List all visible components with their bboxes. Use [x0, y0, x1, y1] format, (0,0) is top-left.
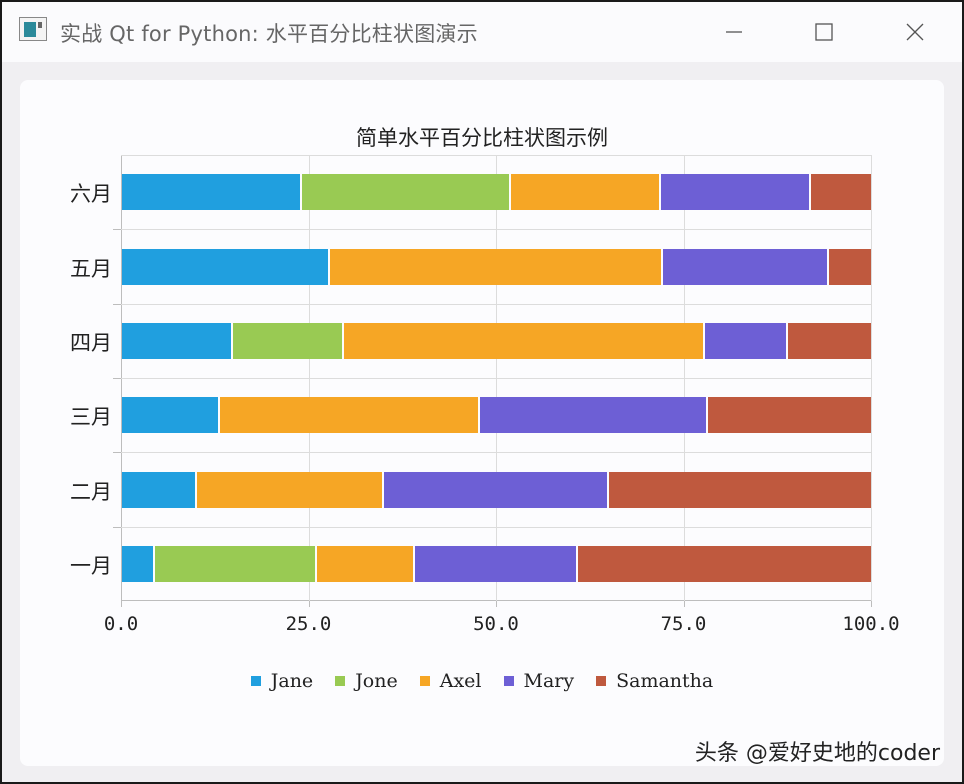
- x-gridline: [871, 155, 872, 601]
- legend-swatch-icon: [419, 676, 430, 686]
- y-tick: [113, 304, 121, 305]
- y-tick: [113, 378, 121, 379]
- bar-segment-mary[interactable]: [415, 545, 578, 582]
- x-tick-label: 75.0: [660, 613, 707, 635]
- bar-segment-samantha[interactable]: [577, 545, 871, 582]
- bar-segment-jane[interactable]: [122, 174, 302, 211]
- y-tick-label: 四月: [70, 330, 112, 355]
- bar-segment-jane[interactable]: [122, 248, 331, 285]
- bar-segment-samantha[interactable]: [608, 471, 871, 508]
- bar-segment-samantha[interactable]: [708, 397, 871, 434]
- bar-segment-jone[interactable]: [301, 174, 512, 211]
- legend-item-jone[interactable]: Jone: [335, 670, 398, 692]
- legend-label: Mary: [523, 670, 575, 692]
- legend-item-mary[interactable]: Mary: [503, 670, 575, 692]
- bar-row-一月: [122, 545, 871, 582]
- maximize-button[interactable]: [804, 12, 844, 52]
- bar-row-五月: [122, 248, 871, 285]
- y-tick: [113, 527, 121, 528]
- bar-segment-axel[interactable]: [317, 545, 416, 582]
- app-icon: [19, 17, 47, 41]
- y-tick-label: 一月: [70, 553, 112, 578]
- chart-title: 简单水平百分比柱状图示例: [356, 126, 608, 150]
- bar-segment-jane[interactable]: [122, 471, 197, 508]
- x-tick: [683, 601, 685, 607]
- y-gridline: [121, 229, 871, 230]
- x-tick: [496, 601, 497, 607]
- bar-segment-jane[interactable]: [122, 322, 233, 359]
- y-tick-label: 五月: [70, 256, 112, 281]
- bar-segment-mary[interactable]: [480, 397, 709, 434]
- bar-segment-samantha[interactable]: [811, 174, 871, 211]
- x-tick: [308, 601, 310, 607]
- plot-area: [113, 155, 872, 607]
- y-gridline: [121, 452, 871, 453]
- legend-item-samantha[interactable]: Samantha: [596, 670, 713, 692]
- y-gridline: [121, 527, 871, 528]
- legend-label: Jone: [355, 670, 398, 692]
- chart-view: 简单水平百分比柱状图示例 一月 二月 三月 四月 五月 六月 0.0 25.0 50.0 75.…: [20, 80, 944, 766]
- bar-row-二月: [122, 471, 871, 508]
- bar-segment-samantha[interactable]: [787, 322, 871, 359]
- bar-segment-axel[interactable]: [511, 174, 662, 211]
- bar-row-三月: [122, 397, 871, 434]
- x-tick-label: 50.0: [473, 613, 519, 635]
- minimize-button[interactable]: [714, 12, 754, 52]
- bar-segment-mary[interactable]: [661, 174, 812, 211]
- bar-row-六月: [122, 174, 871, 211]
- y-tick-label: 二月: [70, 479, 112, 504]
- x-tick-label: 0.0: [103, 613, 139, 635]
- bar-row-四月: [122, 322, 871, 359]
- x-tick-label: 25.0: [285, 613, 332, 635]
- bar-segment-samantha[interactable]: [829, 248, 871, 285]
- legend-label: Axel: [439, 670, 482, 692]
- y-tick-label: 三月: [70, 405, 112, 430]
- plot-top-border: [121, 155, 871, 156]
- minimize-icon: [726, 31, 742, 33]
- bar-segment-mary[interactable]: [384, 471, 609, 508]
- x-tick-label: 100.0: [842, 613, 900, 635]
- y-gridline: [121, 378, 871, 379]
- bar-segment-mary[interactable]: [662, 248, 830, 285]
- bar-segment-mary[interactable]: [704, 322, 788, 359]
- bar-segment-axel[interactable]: [343, 322, 705, 359]
- window-title: 实战 Qt for Python: 水平百分比柱状图演示: [60, 22, 478, 46]
- bar-segment-jone[interactable]: [154, 545, 318, 582]
- legend-swatch-icon: [503, 676, 514, 686]
- maximize-icon: [815, 23, 833, 41]
- legend-label: Jane: [270, 670, 314, 692]
- close-icon: [906, 23, 924, 41]
- x-tick: [121, 601, 122, 607]
- legend-swatch-icon: [250, 676, 261, 686]
- legend-item-jane[interactable]: Jane: [250, 670, 314, 692]
- bar-segment-axel[interactable]: [219, 397, 481, 434]
- bar-segment-jone[interactable]: [232, 322, 344, 359]
- bar-segment-axel[interactable]: [330, 248, 663, 285]
- legend: Jane Jone Axel Mary Samantha: [20, 670, 944, 692]
- legend-label: Samantha: [616, 670, 714, 692]
- title-bar[interactable]: 实战 Qt for Python: 水平百分比柱状图演示: [2, 2, 962, 62]
- y-tick-label: 六月: [70, 182, 112, 207]
- x-tick: [871, 601, 872, 607]
- bar-segment-jane[interactable]: [122, 545, 155, 582]
- y-gridline: [121, 304, 871, 305]
- close-button[interactable]: [895, 12, 935, 52]
- bar-segment-jane[interactable]: [122, 397, 220, 434]
- legend-item-axel[interactable]: Axel: [419, 670, 482, 692]
- legend-swatch-icon: [335, 676, 346, 686]
- y-tick: [113, 452, 121, 453]
- watermark: 头条 @爱好史地的coder: [694, 741, 940, 766]
- y-tick: [113, 229, 121, 230]
- legend-swatch-icon: [596, 676, 607, 686]
- bar-segment-axel[interactable]: [196, 471, 385, 508]
